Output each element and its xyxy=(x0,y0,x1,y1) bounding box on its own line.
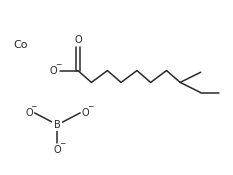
Text: −: − xyxy=(59,139,65,148)
Text: −: − xyxy=(55,60,62,69)
Text: O: O xyxy=(82,108,90,118)
Text: O: O xyxy=(25,108,33,118)
Text: O: O xyxy=(54,145,61,155)
Text: −: − xyxy=(30,103,37,111)
Text: O: O xyxy=(74,35,82,45)
Text: −: − xyxy=(87,103,93,111)
Text: B: B xyxy=(54,120,61,130)
Text: Co: Co xyxy=(14,40,28,50)
Text: O: O xyxy=(50,66,58,76)
